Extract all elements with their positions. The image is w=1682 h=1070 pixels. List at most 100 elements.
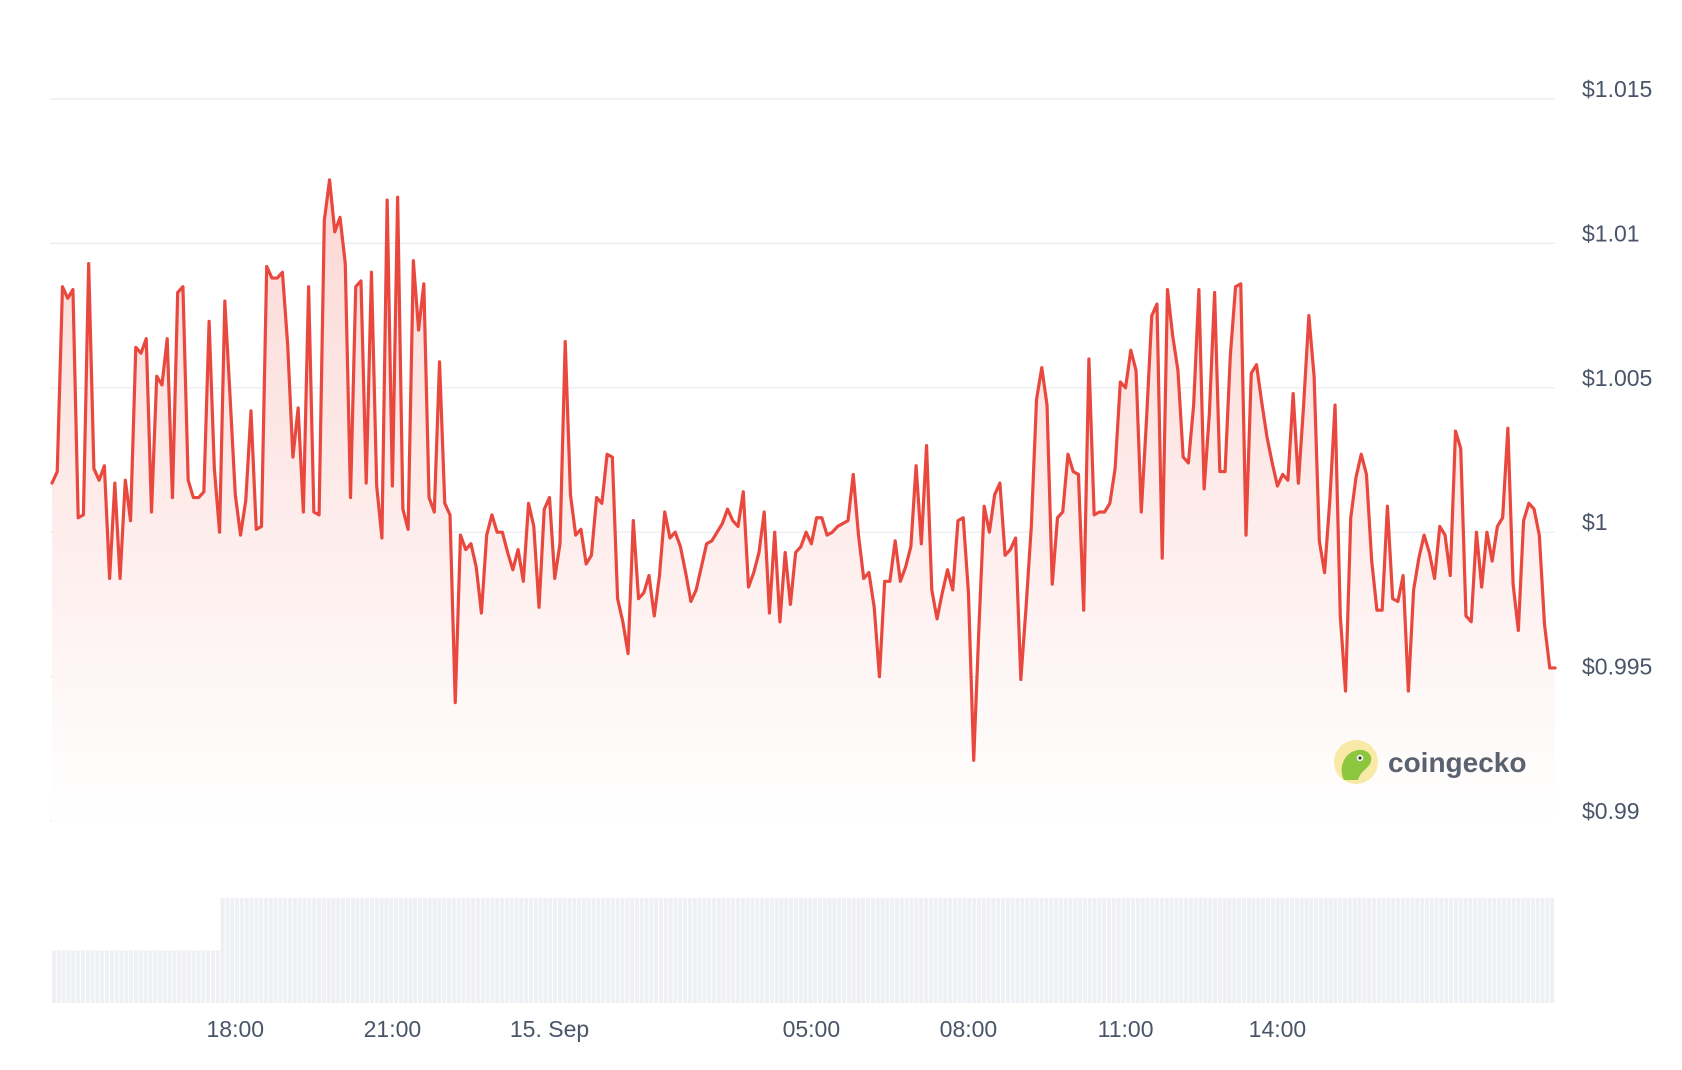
volume-bar — [1212, 898, 1217, 1003]
volume-bar — [514, 898, 519, 1003]
volume-bar — [1217, 898, 1222, 1003]
volume-bar — [673, 898, 678, 1003]
volume-bar — [1246, 898, 1251, 1003]
volume-bar — [591, 898, 596, 1003]
volume-bar — [321, 898, 326, 1003]
volume-bar — [687, 898, 692, 1003]
volume-bar — [504, 898, 509, 1003]
volume-bar — [952, 898, 957, 1003]
volume-bar — [1179, 898, 1184, 1003]
volume-bar — [288, 898, 293, 1003]
volume-bar — [230, 898, 235, 1003]
volume-bar — [1294, 898, 1299, 1003]
volume-bar — [909, 898, 914, 1003]
volume-bar — [914, 898, 919, 1003]
volume-bar — [634, 898, 639, 1003]
volume-bar — [976, 898, 981, 1003]
volume-bar — [1029, 898, 1034, 1003]
volume-bar — [837, 898, 842, 1003]
volume-bar — [533, 898, 538, 1003]
volume-bar — [813, 898, 818, 1003]
volume-bar — [475, 898, 480, 1003]
volume-bar — [1338, 898, 1343, 1003]
volume-bar — [1097, 898, 1102, 1003]
volume-bar — [731, 898, 736, 1003]
volume-bar — [201, 950, 206, 1003]
volume-bar — [1174, 898, 1179, 1003]
volume-bar — [716, 898, 721, 1003]
volume-bar — [369, 898, 374, 1003]
volume-bar — [538, 898, 543, 1003]
volume-bar — [928, 898, 933, 1003]
volume-bar — [336, 898, 341, 1003]
volume-bar — [1396, 898, 1401, 1003]
volume-bar — [832, 898, 837, 1003]
volume-bar — [1487, 898, 1492, 1003]
volume-bar — [360, 898, 365, 1003]
volume-bar — [403, 898, 408, 1003]
volume-bar — [316, 898, 321, 1003]
volume-bar — [394, 898, 399, 1003]
volume-bar — [114, 950, 119, 1003]
volume-bar — [466, 898, 471, 1003]
volume-bar — [1400, 898, 1405, 1003]
volume-bar — [196, 950, 201, 1003]
volume-bar — [1386, 898, 1391, 1003]
volume-bar — [1318, 898, 1323, 1003]
volume-bar — [678, 898, 683, 1003]
x-tick-label: 21:00 — [364, 1016, 422, 1042]
volume-bar — [654, 898, 659, 1003]
volume-bar — [1415, 898, 1420, 1003]
volume-bar — [1256, 898, 1261, 1003]
volume-bar — [1241, 898, 1246, 1003]
volume-bar — [938, 898, 943, 1003]
volume-bar — [870, 898, 875, 1003]
volume-bar — [827, 898, 832, 1003]
volume-bar — [1121, 898, 1126, 1003]
volume-bar — [524, 898, 529, 1003]
volume-bar — [553, 898, 558, 1003]
volume-bar — [1357, 898, 1362, 1003]
volume-bar — [1222, 898, 1227, 1003]
volume-bar — [177, 950, 182, 1003]
volume-bar — [822, 898, 827, 1003]
volume-bar — [413, 898, 418, 1003]
volume-bar — [1054, 898, 1059, 1003]
volume-bar — [740, 898, 745, 1003]
y-tick-label: $1.005 — [1582, 365, 1652, 391]
volume-bar — [779, 898, 784, 1003]
volume-bar — [278, 898, 283, 1003]
volume-bar — [1015, 898, 1020, 1003]
volume-bar — [1473, 898, 1478, 1003]
volume-bar — [1155, 898, 1160, 1003]
volume-bar — [726, 898, 731, 1003]
x-tick-label: 11:00 — [1098, 1016, 1154, 1042]
volume-bar — [567, 898, 572, 1003]
volume-bar — [210, 950, 215, 1003]
volume-bar — [480, 898, 485, 1003]
volume-bar — [244, 898, 249, 1003]
volume-bar — [904, 898, 909, 1003]
x-axis-labels: 18:00 21:00 15. Sep 05:00 08:00 11:00 14:00 — [207, 1016, 1307, 1042]
volume-bar — [1140, 898, 1145, 1003]
price-area-fill — [52, 179, 1555, 824]
volume-bar — [1270, 898, 1275, 1003]
volume-bar — [56, 950, 61, 1003]
volume-bar — [639, 898, 644, 1003]
volume-bar — [581, 898, 586, 1003]
volume-bar — [1328, 898, 1333, 1003]
volume-bar — [707, 898, 712, 1003]
volume-bar — [307, 898, 312, 1003]
logo-text: coingecko — [1388, 747, 1526, 778]
volume-bar — [1516, 898, 1521, 1003]
volume-bar — [1044, 898, 1049, 1003]
volume-bar — [1082, 898, 1087, 1003]
volume-bar — [1280, 898, 1285, 1003]
volume-bar — [605, 898, 611, 1003]
x-tick-label: 05:00 — [783, 1016, 841, 1042]
volume-bar — [596, 898, 601, 1003]
price-line — [50, 178, 1557, 762]
volume-bar — [1521, 898, 1526, 1003]
volume-bar — [153, 950, 158, 1003]
